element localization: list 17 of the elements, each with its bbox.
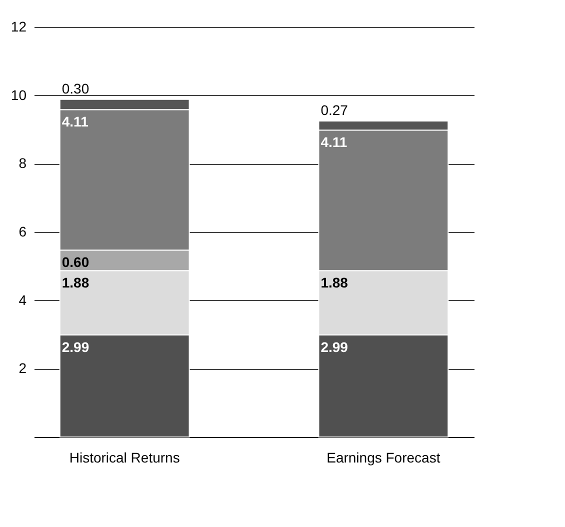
data-label: 0.27	[320, 102, 348, 118]
x-tick-label: Earnings Forecast	[326, 450, 440, 466]
data-label: 0.60	[62, 254, 90, 270]
y-tick-label: 10	[10, 86, 27, 103]
y-tick-label: 2	[18, 360, 27, 376]
y-tick-label: 6	[18, 224, 27, 240]
data-label: 2.99	[320, 338, 348, 355]
data-label: 2.99	[62, 338, 90, 355]
y-tick-label: 12	[10, 18, 27, 34]
y-tick-label: 4	[18, 292, 27, 308]
x-tick-label: Historical Returns	[69, 450, 180, 466]
data-label: 4.11	[320, 134, 348, 150]
data-label: 1.88	[62, 274, 90, 291]
data-label: 4.11	[62, 114, 89, 130]
y-tick-label: 8	[18, 155, 27, 172]
data-label: 0.30	[62, 80, 90, 96]
data-label: 1.88	[320, 274, 348, 291]
